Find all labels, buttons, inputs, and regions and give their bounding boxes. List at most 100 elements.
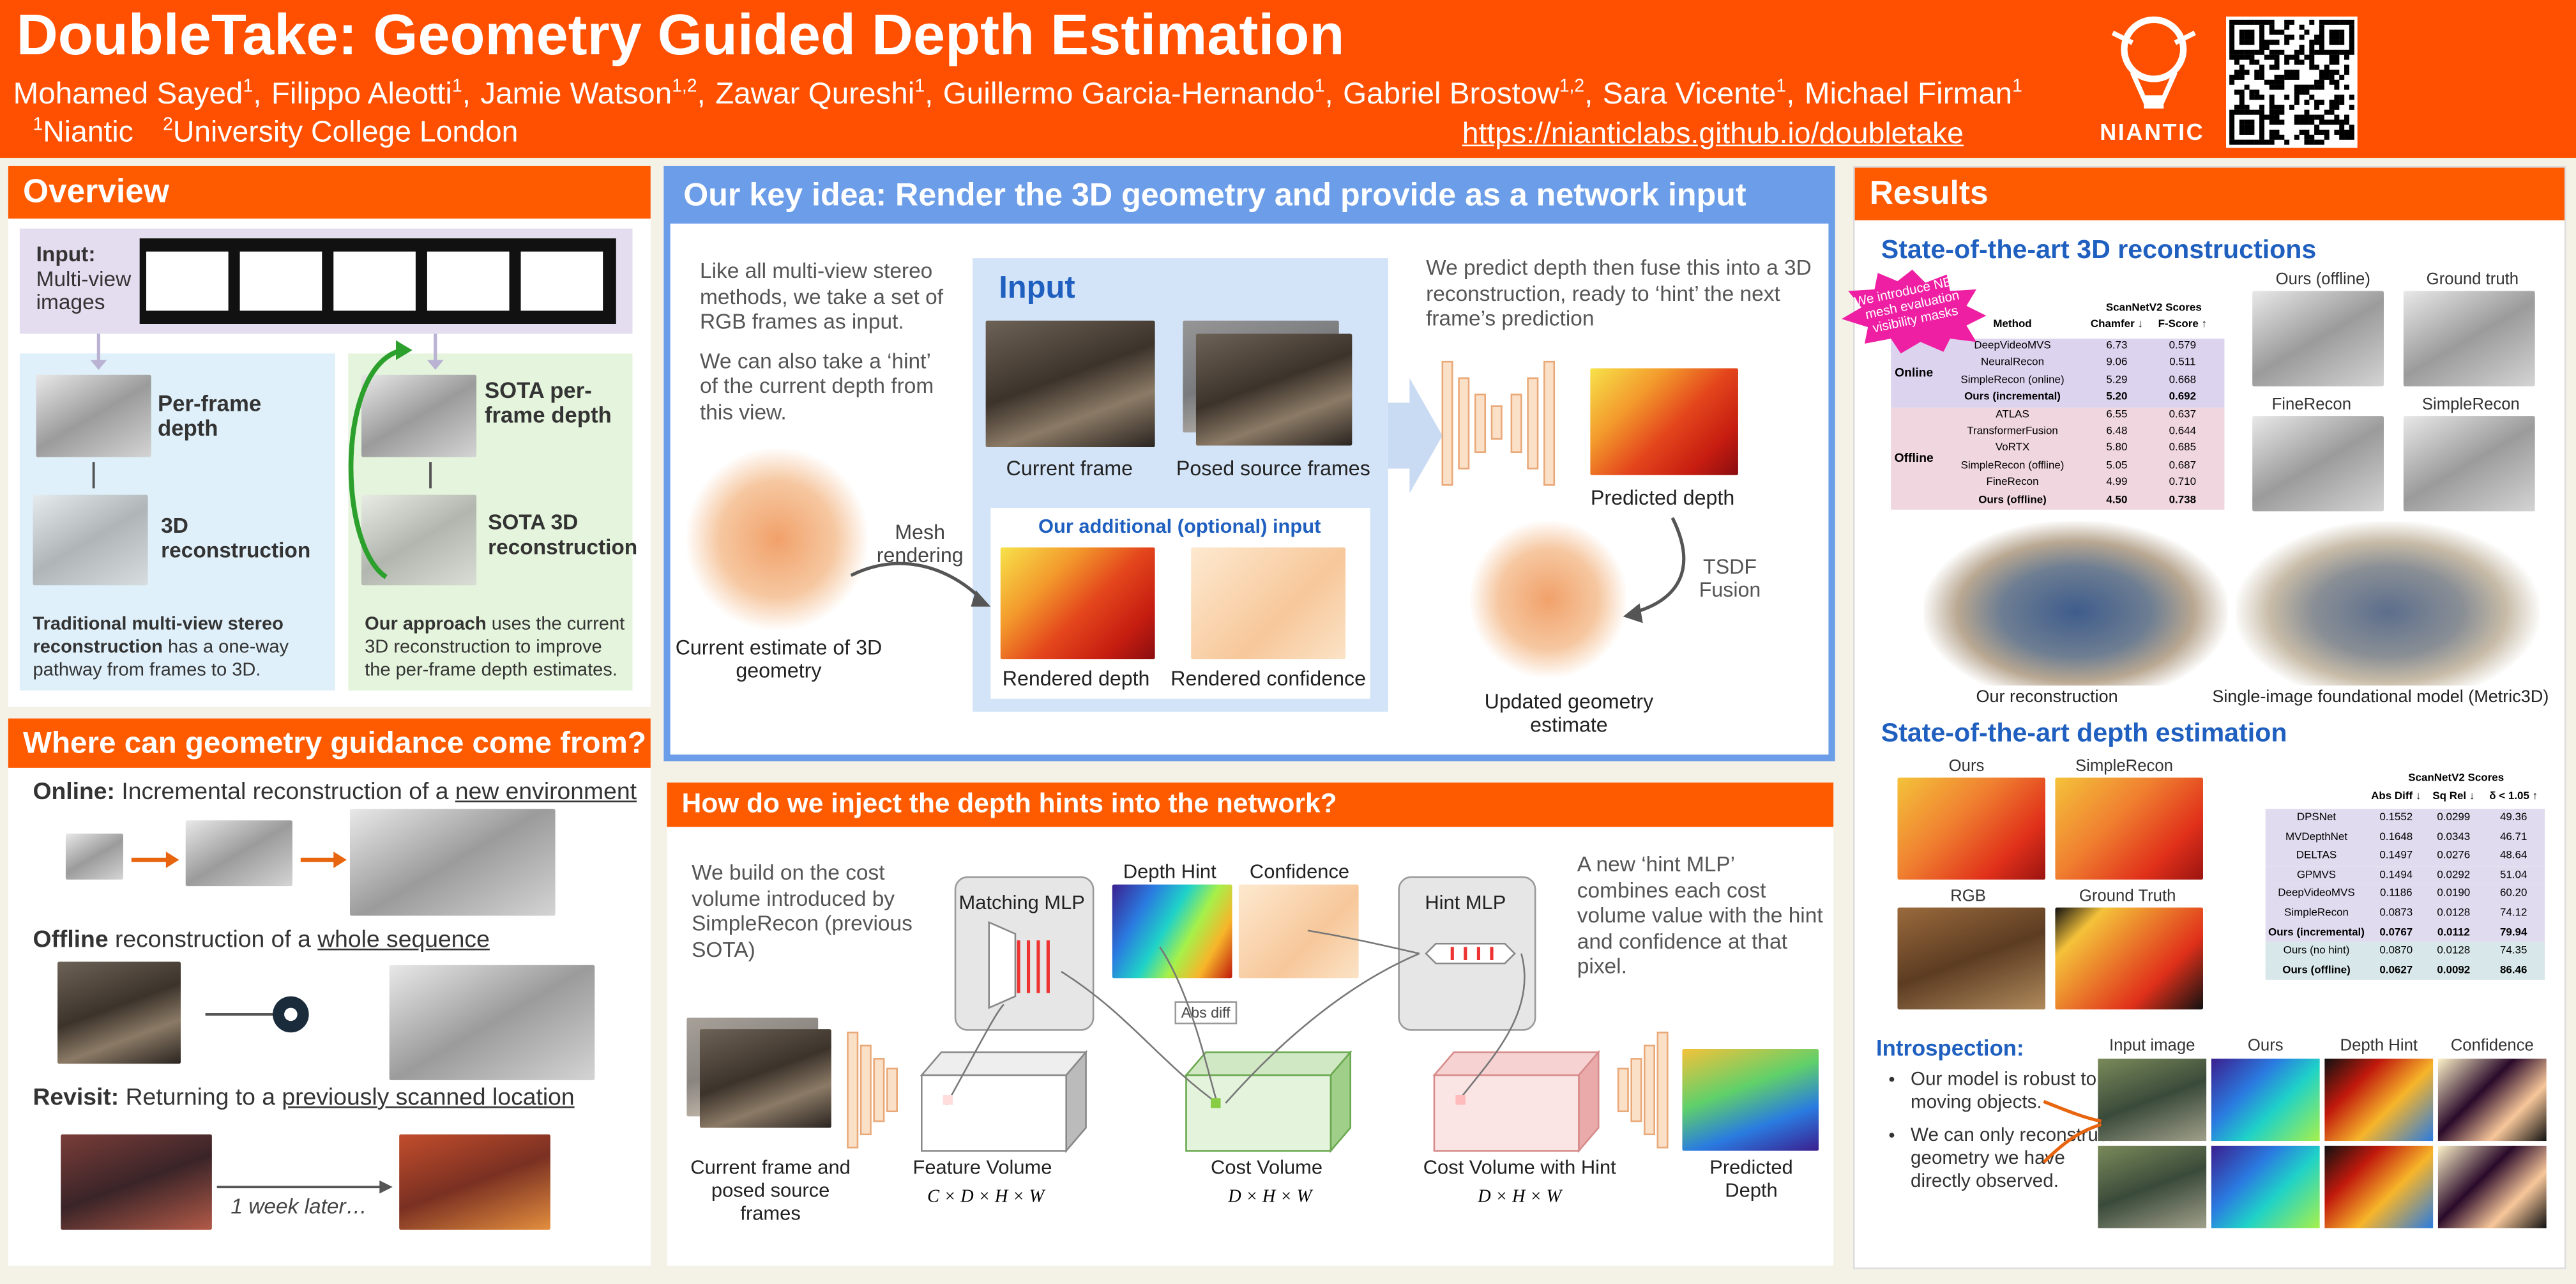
author-sup: 1	[1776, 77, 1787, 97]
row-background	[2265, 809, 2545, 829]
arrows	[2042, 1099, 2102, 1164]
heading: Introspection:	[1876, 1036, 2024, 1060]
separator: ,	[462, 75, 471, 111]
heading: Our additional (optional) input	[1038, 514, 1321, 538]
author-sup: 1,2	[672, 77, 697, 97]
row-background	[2265, 923, 2545, 943]
separator: ,	[253, 75, 262, 111]
table-cell: MVDepthNet	[2285, 831, 2348, 843]
key-idea-panel: Our key idea: Render the 3D geometry and…	[663, 165, 1835, 761]
text: A new ‘hint MLP’ combines each cost volu…	[1577, 852, 1823, 979]
column-label: Confidence	[2450, 1037, 2534, 1056]
image	[699, 1029, 831, 1128]
table-cell: Ours (incremental)	[2268, 926, 2365, 938]
image	[2252, 416, 2384, 512]
heading: State-of-the-art depth estimation	[1881, 720, 2287, 748]
label: Current estimate of 3D geometry	[675, 636, 883, 683]
text: reconstruction of a	[108, 927, 318, 954]
arrows	[90, 333, 444, 579]
image	[686, 448, 868, 630]
separator: ,	[1786, 75, 1795, 111]
table-cell: 0.687	[2169, 460, 2197, 472]
text: We build on the cost volume introduced b…	[692, 859, 913, 961]
table-cell: DeepVideoMVS	[2278, 888, 2355, 900]
table-cell: 0.1497	[2379, 850, 2413, 862]
row-background	[2265, 961, 2545, 981]
heading: Input	[999, 271, 1075, 306]
diagram	[847, 921, 1669, 1153]
column-label: Ours	[2247, 1037, 2284, 1056]
table-cell: 0.0299	[2437, 812, 2471, 824]
url[interactable]: https://nianticlabs.github.io/doubletake	[1462, 116, 1964, 150]
label: Current frame and posed source frames	[690, 1156, 851, 1225]
image	[1238, 884, 1359, 979]
image	[1682, 1048, 1819, 1151]
label: Single-image foundational model (Metric3…	[2212, 687, 2549, 707]
recon-image	[33, 494, 148, 586]
separator: ,	[697, 75, 706, 111]
depth-image	[361, 374, 477, 457]
math: D × H × W	[1228, 1187, 1312, 1207]
row-background	[2265, 885, 2545, 905]
table-cell: 0.668	[2169, 374, 2197, 386]
label: Cost Volume	[1211, 1156, 1323, 1179]
bullet: Our model is robust to moving objects.	[1911, 1068, 2128, 1114]
row-background	[2265, 904, 2545, 924]
table-cell: 5.20	[2106, 391, 2128, 404]
separator: ,	[1584, 75, 1593, 111]
label: Ground truth	[2426, 271, 2519, 289]
table-cell: 0.685	[2169, 443, 2197, 455]
bullet: We can only reconstruct geometry we have…	[1911, 1124, 2128, 1193]
table-cell: 51.04	[2499, 869, 2527, 881]
text: We predict depth then fuse this into a 3…	[1426, 254, 1812, 331]
image	[1470, 521, 1626, 678]
table-cell: 0.1494	[2379, 869, 2413, 881]
table-cell: 0.0128	[2437, 945, 2471, 958]
bold: Revisit:	[33, 1085, 119, 1112]
image	[185, 820, 292, 887]
label: Current frame	[1006, 457, 1133, 480]
row-background	[2265, 866, 2545, 885]
table-cell: 49.36	[2499, 812, 2527, 824]
affiliations: 1Niantic 2University College London	[33, 115, 547, 149]
table-cell: Ours (incremental)	[1964, 391, 2061, 404]
image	[2098, 1059, 2207, 1142]
group-label: Online	[1895, 364, 1934, 379]
author-name: Guillermo Garcia-Hernando	[943, 75, 1315, 111]
table-cell: 48.64	[2499, 850, 2527, 862]
table-cell: 4.99	[2106, 477, 2128, 489]
author-sup: 1	[2012, 77, 2022, 97]
film-strip	[139, 238, 616, 324]
panel-title: Overview	[8, 165, 651, 219]
table-title: ScanNetV2 Scores	[2105, 302, 2202, 314]
overview-panel: Overview Input: Multi-view images Per-fr…	[8, 165, 651, 707]
image	[2437, 1145, 2547, 1228]
label: Rendered confidence	[1171, 667, 1366, 691]
label: Per-frame depth	[157, 391, 262, 441]
image	[389, 965, 595, 1080]
image	[2098, 1145, 2207, 1228]
text: Returning to a	[119, 1085, 282, 1112]
label: Posed source frames	[1176, 457, 1370, 480]
arrows	[131, 852, 511, 1194]
column-header: F-Score ↑	[2158, 319, 2208, 331]
table-cell: Ours (offline)	[2282, 965, 2351, 977]
label: SOTA 3D reconstruction	[488, 509, 638, 560]
bold: Offline	[33, 927, 109, 954]
math: D × H × W	[1478, 1187, 1562, 1207]
logo-icon	[2111, 16, 2196, 109]
image	[2252, 291, 2384, 386]
label: Hint MLP	[1425, 890, 1506, 914]
table-cell: VoRTX	[1995, 443, 2030, 455]
table-cell: TransformerFusion	[1967, 425, 2058, 438]
image	[65, 833, 123, 880]
qr-code	[2226, 16, 2358, 148]
table-cell: Ours (no hint)	[2283, 945, 2350, 958]
label: TSDF Fusion	[1699, 555, 1761, 602]
column-header: Chamfer ↓	[2090, 319, 2143, 331]
depth-table: ScanNetV2 Scores Abs Diff ↓ Sq Rel ↓ δ < 1.…	[2265, 773, 2545, 983]
table-cell: 46.71	[2499, 831, 2527, 843]
affiliation: University College London	[172, 115, 519, 148]
label: Matching MLP	[958, 890, 1085, 914]
panel-title: Where can geometry guidance come from?	[8, 718, 651, 768]
